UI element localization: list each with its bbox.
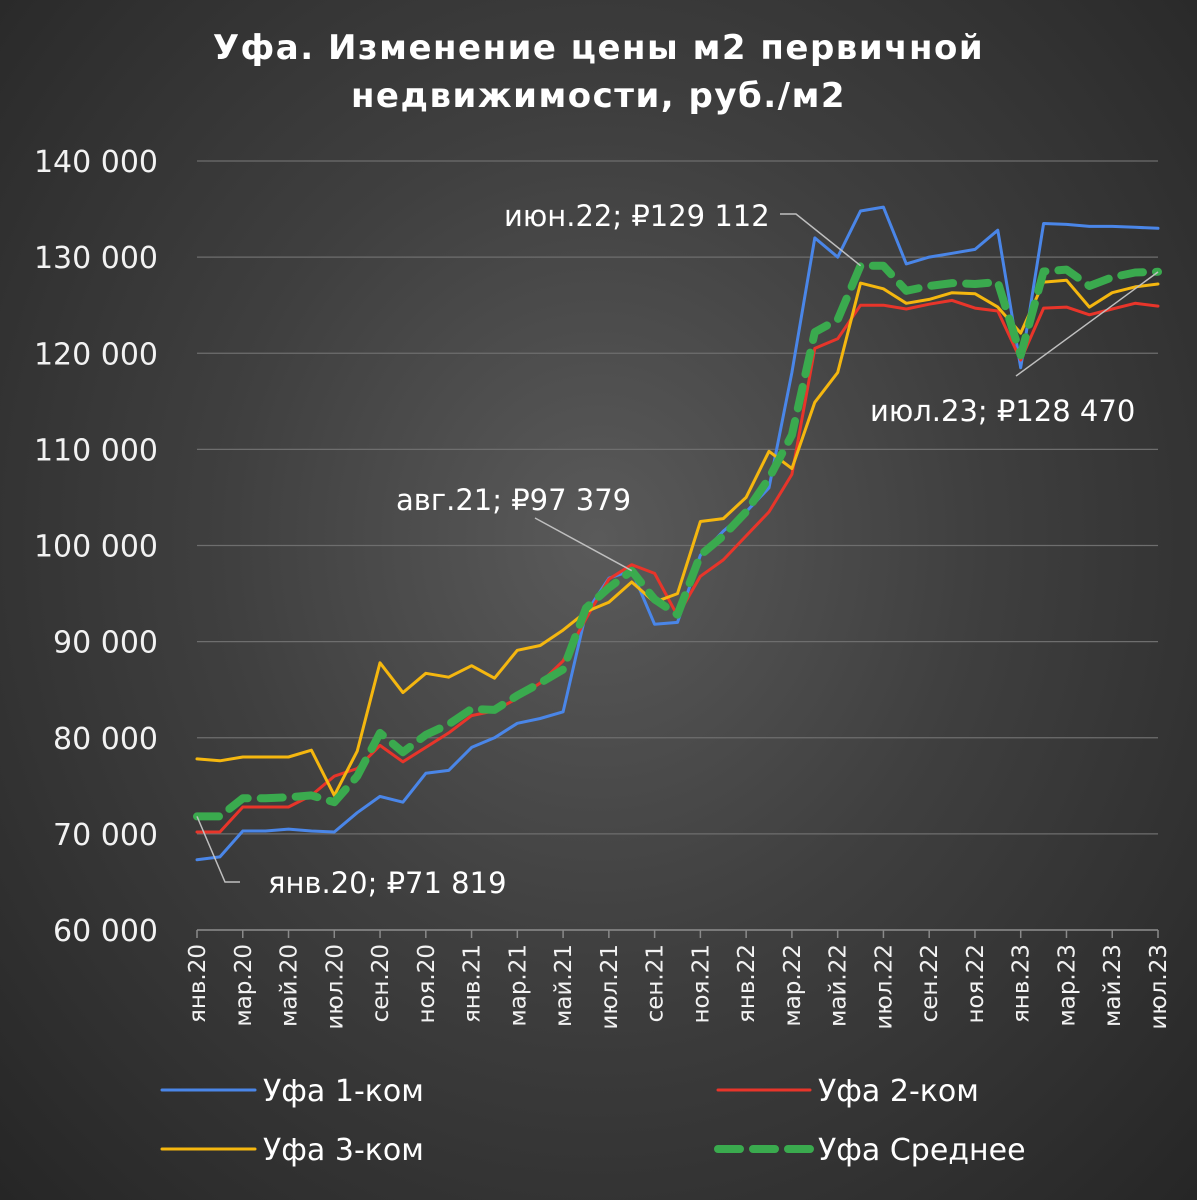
x-tick-label: мар.22 bbox=[780, 944, 806, 1027]
y-tick-label: 140 000 bbox=[34, 145, 158, 180]
legend-label-1: Уфа 1-ком bbox=[263, 1074, 424, 1109]
y-tick-label: 120 000 bbox=[34, 337, 158, 372]
y-tick-label: 70 000 bbox=[53, 818, 158, 853]
annotation-label-3: июн.22; ₽129 112 bbox=[504, 199, 770, 233]
x-tick-label: май.22 bbox=[826, 944, 852, 1027]
annotation-leader-3 bbox=[780, 213, 862, 267]
y-tick-label: 100 000 bbox=[34, 530, 158, 565]
x-tick-label: янв.23 bbox=[1009, 944, 1035, 1023]
x-tick-label: май.20 bbox=[277, 944, 303, 1027]
legend-label-3: Уфа 3-ком bbox=[263, 1133, 424, 1168]
x-tick-label: июл.20 bbox=[322, 944, 348, 1030]
x-tick-label: май.23 bbox=[1100, 944, 1126, 1027]
x-tick-label: июл.22 bbox=[871, 944, 897, 1030]
annotation-leader-4 bbox=[1015, 271, 1159, 377]
x-tick-label: янв.20 bbox=[185, 944, 211, 1023]
chart-title-line-2: недвижимости, руб./м2 bbox=[350, 76, 847, 116]
x-tick-label: ноя.20 bbox=[414, 944, 440, 1024]
chart-title-line-1: Уфа. Изменение цены м2 первичной bbox=[212, 28, 985, 68]
x-tick-label: янв.22 bbox=[734, 944, 760, 1023]
x-tick-label: мар.21 bbox=[505, 944, 531, 1027]
annotation-leader-1 bbox=[196, 816, 240, 883]
x-tick-label: июл.21 bbox=[597, 944, 623, 1030]
series-line-4 bbox=[193, 261, 1162, 821]
x-tick-label: июл.23 bbox=[1146, 944, 1172, 1030]
y-tick-label: 130 000 bbox=[34, 241, 158, 276]
series-line-2 bbox=[195, 298, 1160, 834]
x-tick-label: ноя.22 bbox=[963, 944, 989, 1024]
x-tick-label: май.21 bbox=[551, 944, 577, 1027]
annotation-label-4: июл.23; ₽128 470 bbox=[870, 394, 1135, 428]
y-tick-label: 80 000 bbox=[53, 722, 158, 757]
legend-label-2: Уфа 2-ком bbox=[818, 1074, 979, 1109]
series-line-3 bbox=[195, 278, 1160, 797]
x-tick-label: янв.21 bbox=[460, 944, 486, 1023]
x-tick-label: ноя.21 bbox=[688, 944, 714, 1024]
series-line-1 bbox=[195, 205, 1160, 862]
x-tick-label: мар.20 bbox=[231, 944, 257, 1027]
x-tick-label: сен.20 bbox=[368, 944, 394, 1022]
legend-label-4: Уфа Среднее bbox=[818, 1133, 1026, 1168]
y-tick-label: 90 000 bbox=[53, 626, 158, 661]
annotation-label-2: авг.21; ₽97 379 bbox=[396, 483, 631, 517]
annotation-leader-2 bbox=[534, 517, 633, 572]
x-tick-label: мар.23 bbox=[1054, 944, 1080, 1027]
y-tick-label: 110 000 bbox=[34, 433, 158, 468]
x-tick-label: сен.21 bbox=[643, 944, 669, 1022]
y-tick-label: 60 000 bbox=[53, 914, 158, 949]
x-tick-label: сен.22 bbox=[917, 944, 943, 1022]
chart-title: Уфа. Изменение цены м2 первичной недвижи… bbox=[0, 24, 1197, 120]
annotation-label-1: янв.20; ₽71 819 bbox=[268, 866, 507, 900]
